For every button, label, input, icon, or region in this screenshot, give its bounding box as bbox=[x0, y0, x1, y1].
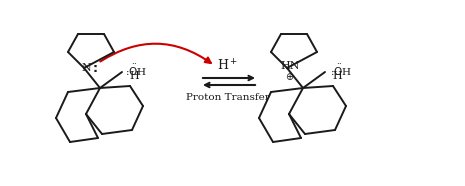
FancyArrowPatch shape bbox=[100, 44, 211, 63]
Text: $\oplus$: $\oplus$ bbox=[286, 70, 295, 81]
Text: Proton Transfer: Proton Transfer bbox=[186, 92, 270, 102]
Text: N: N bbox=[81, 63, 91, 73]
Text: :$\ddot{\mathrm{O}}$H: :$\ddot{\mathrm{O}}$H bbox=[125, 62, 147, 78]
Text: H: H bbox=[129, 71, 139, 81]
Text: H$^+$: H$^+$ bbox=[218, 58, 239, 74]
Text: :$\ddot{\mathrm{O}}$H: :$\ddot{\mathrm{O}}$H bbox=[330, 62, 352, 78]
Text: :: : bbox=[93, 62, 98, 75]
Text: HN: HN bbox=[280, 61, 300, 71]
Text: H: H bbox=[332, 71, 342, 81]
